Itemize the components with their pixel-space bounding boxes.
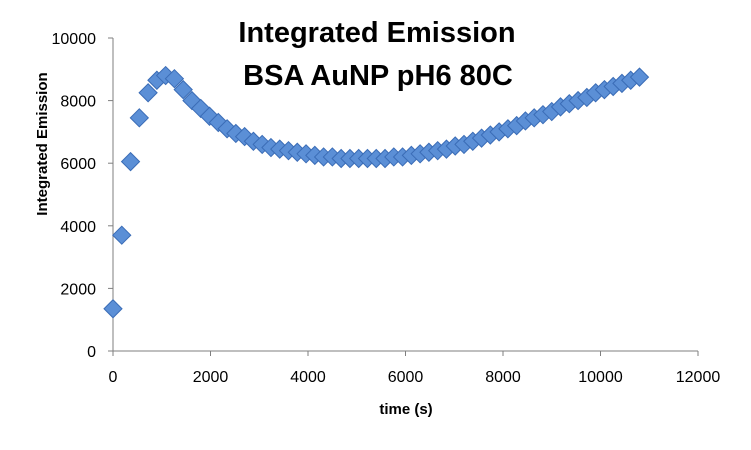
data-point — [129, 108, 150, 128]
data-point — [173, 79, 193, 100]
y-axis-label: Integrated Emission — [34, 72, 51, 215]
y-tick-label: 10000 — [52, 31, 97, 48]
x-tick-label: 12000 — [676, 369, 721, 386]
y-tick-label: 2000 — [60, 281, 96, 298]
x-tick-label: 2000 — [193, 369, 229, 386]
y-tick-label: 0 — [87, 344, 96, 361]
data-point — [164, 68, 185, 89]
ticks: 0 2000 4000 6000 8000 10000 12000 0 2000 4000 6000… — [52, 31, 721, 386]
data-point — [120, 151, 141, 172]
x-tick-label: 8000 — [485, 369, 521, 386]
y-tick-label: 8000 — [60, 94, 96, 111]
markers — [103, 65, 650, 319]
x-tick-label: 4000 — [290, 369, 326, 386]
x-tick-label: 10000 — [578, 369, 623, 386]
data-point — [629, 67, 650, 87]
data-point — [112, 225, 132, 245]
y-tick-label: 6000 — [60, 156, 96, 173]
x-tick-label: 6000 — [388, 369, 424, 386]
x-tick-label: 0 — [109, 369, 118, 386]
chart-title-line-2: BSA AuNP pH6 80C — [243, 60, 513, 92]
chart-title-line-1: Integrated Emission — [238, 17, 515, 49]
y-tick-label: 4000 — [60, 219, 96, 236]
data-point — [103, 299, 123, 319]
x-axis-label: time (s) — [379, 401, 432, 418]
data-point — [138, 83, 158, 103]
